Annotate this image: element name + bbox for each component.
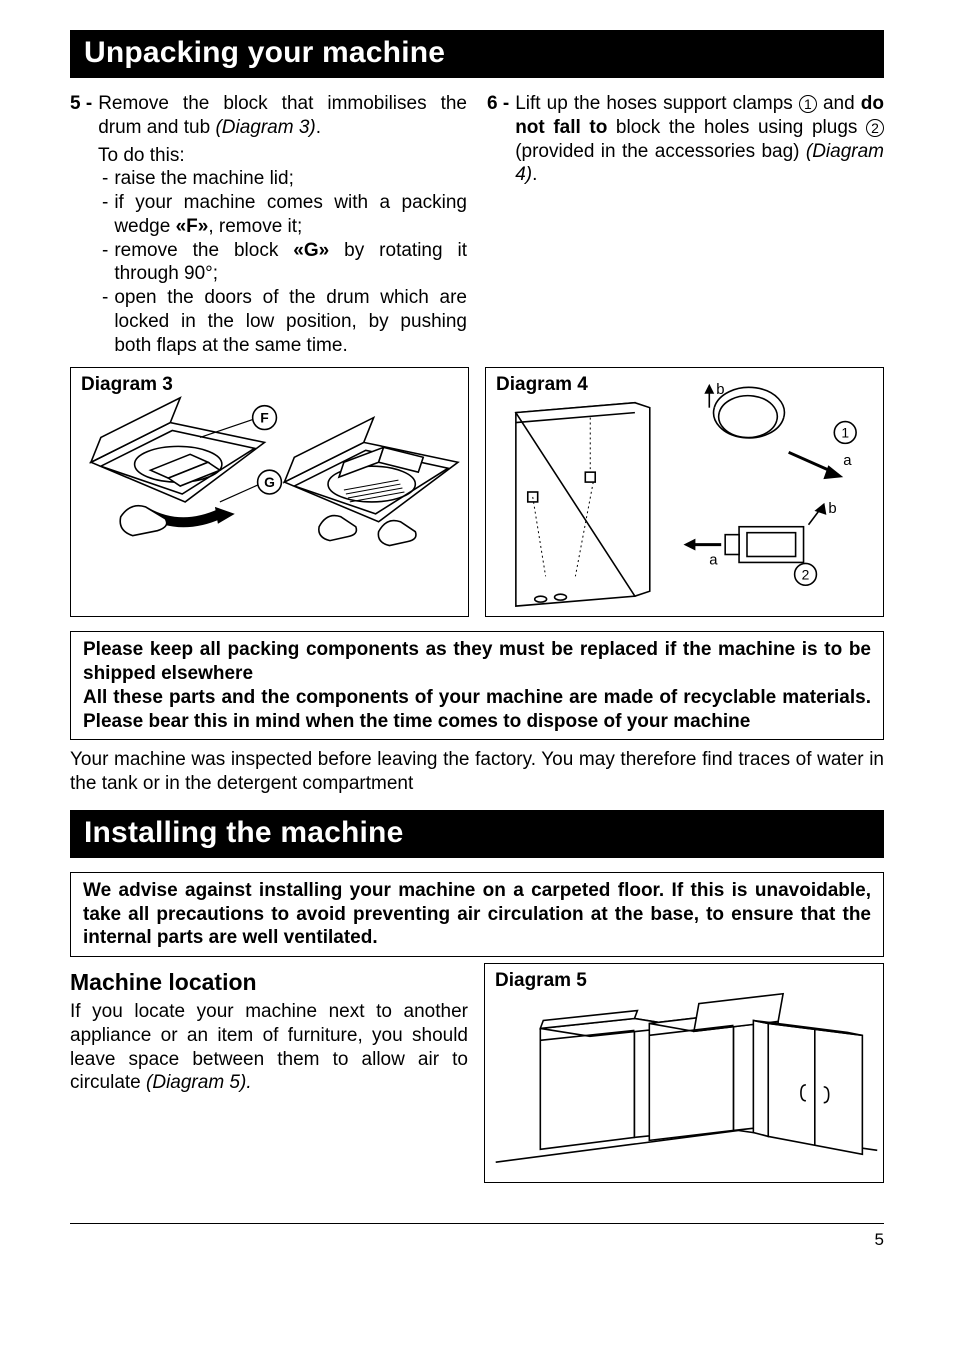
step5-b2: -if your machine comes with a packing we… [98, 191, 467, 239]
svg-text:2: 2 [802, 567, 810, 583]
location-row: Machine location If you locate your mach… [70, 963, 884, 1183]
diagram3-svg: F G [71, 368, 468, 616]
step6: 6 - Lift up the hoses support clamps 1 a… [487, 92, 884, 187]
dash: - [102, 239, 108, 287]
install-advice-box: We advise against installing your machin… [70, 872, 884, 957]
svg-text:a: a [709, 553, 718, 569]
diagram5-svg [485, 964, 883, 1182]
svg-text:a: a [843, 453, 852, 469]
step5-b3: -remove the block «G» by rotating it thr… [98, 239, 467, 287]
location-heading: Machine location [70, 969, 468, 996]
section-title-installing: Installing the machine [70, 810, 884, 858]
svg-text:F: F [260, 410, 268, 426]
step5-b2-text: if your machine comes with a packing wed… [114, 191, 467, 239]
footer-rule [70, 1223, 884, 1224]
notice-p1: Please keep all packing components as th… [83, 639, 871, 684]
step5-column: 5 - Remove the block that immobilises th… [70, 92, 467, 357]
step5: 5 - Remove the block that immobilises th… [70, 92, 467, 140]
step5-b3-text: remove the block «G» by rotating it thro… [114, 239, 467, 287]
step5-lead-tail: . [316, 117, 321, 138]
diagram4-svg: a b 1 [486, 368, 883, 616]
notice-p2: All these parts and the components of yo… [83, 687, 871, 732]
circled-2-icon: 2 [866, 119, 884, 137]
page-number: 5 [70, 1230, 884, 1250]
location-body: If you locate your machine next to anoth… [70, 1000, 468, 1095]
dash: - [102, 286, 108, 357]
packing-notice-box: Please keep all packing components as th… [70, 631, 884, 740]
dash: - [102, 167, 108, 191]
diagram5-box: Diagram 5 [484, 963, 884, 1183]
svg-text:G: G [264, 474, 275, 490]
step5-lead-italic: (Diagram 3) [215, 117, 315, 138]
inspection-text: Your machine was inspected before leavin… [70, 748, 884, 796]
svg-text:b: b [716, 382, 724, 398]
step5-b1: -raise the machine lid; [98, 167, 467, 191]
svg-text:b: b [828, 501, 836, 517]
diagram4-box: Diagram 4 [485, 367, 884, 617]
diagram-row-34: Diagram 3 [70, 367, 884, 617]
dash: - [102, 191, 108, 239]
step5-b1-text: raise the machine lid; [114, 167, 467, 191]
diagram3-box: Diagram 3 [70, 367, 469, 617]
section-title-unpacking: Unpacking your machine [70, 30, 884, 78]
install-advice-text: We advise against installing your machin… [83, 880, 871, 949]
step5-text: Remove the block that immobilises the dr… [98, 92, 467, 140]
unpacking-columns: 5 - Remove the block that immobilises th… [70, 92, 884, 357]
location-text-col: Machine location If you locate your mach… [70, 963, 468, 1095]
step6-number: 6 - [487, 92, 509, 187]
step5-todo: To do this: [98, 144, 467, 168]
step6-text: Lift up the hoses support clamps 1 and d… [515, 92, 884, 187]
svg-text:1: 1 [841, 425, 849, 441]
step5-b4: -open the doors of the drum which are lo… [98, 286, 467, 357]
circled-1-icon: 1 [799, 95, 817, 113]
step5-number: 5 - [70, 92, 92, 140]
step5-b4-text: open the doors of the drum which are loc… [114, 286, 467, 357]
step6-column: 6 - Lift up the hoses support clamps 1 a… [487, 92, 884, 191]
